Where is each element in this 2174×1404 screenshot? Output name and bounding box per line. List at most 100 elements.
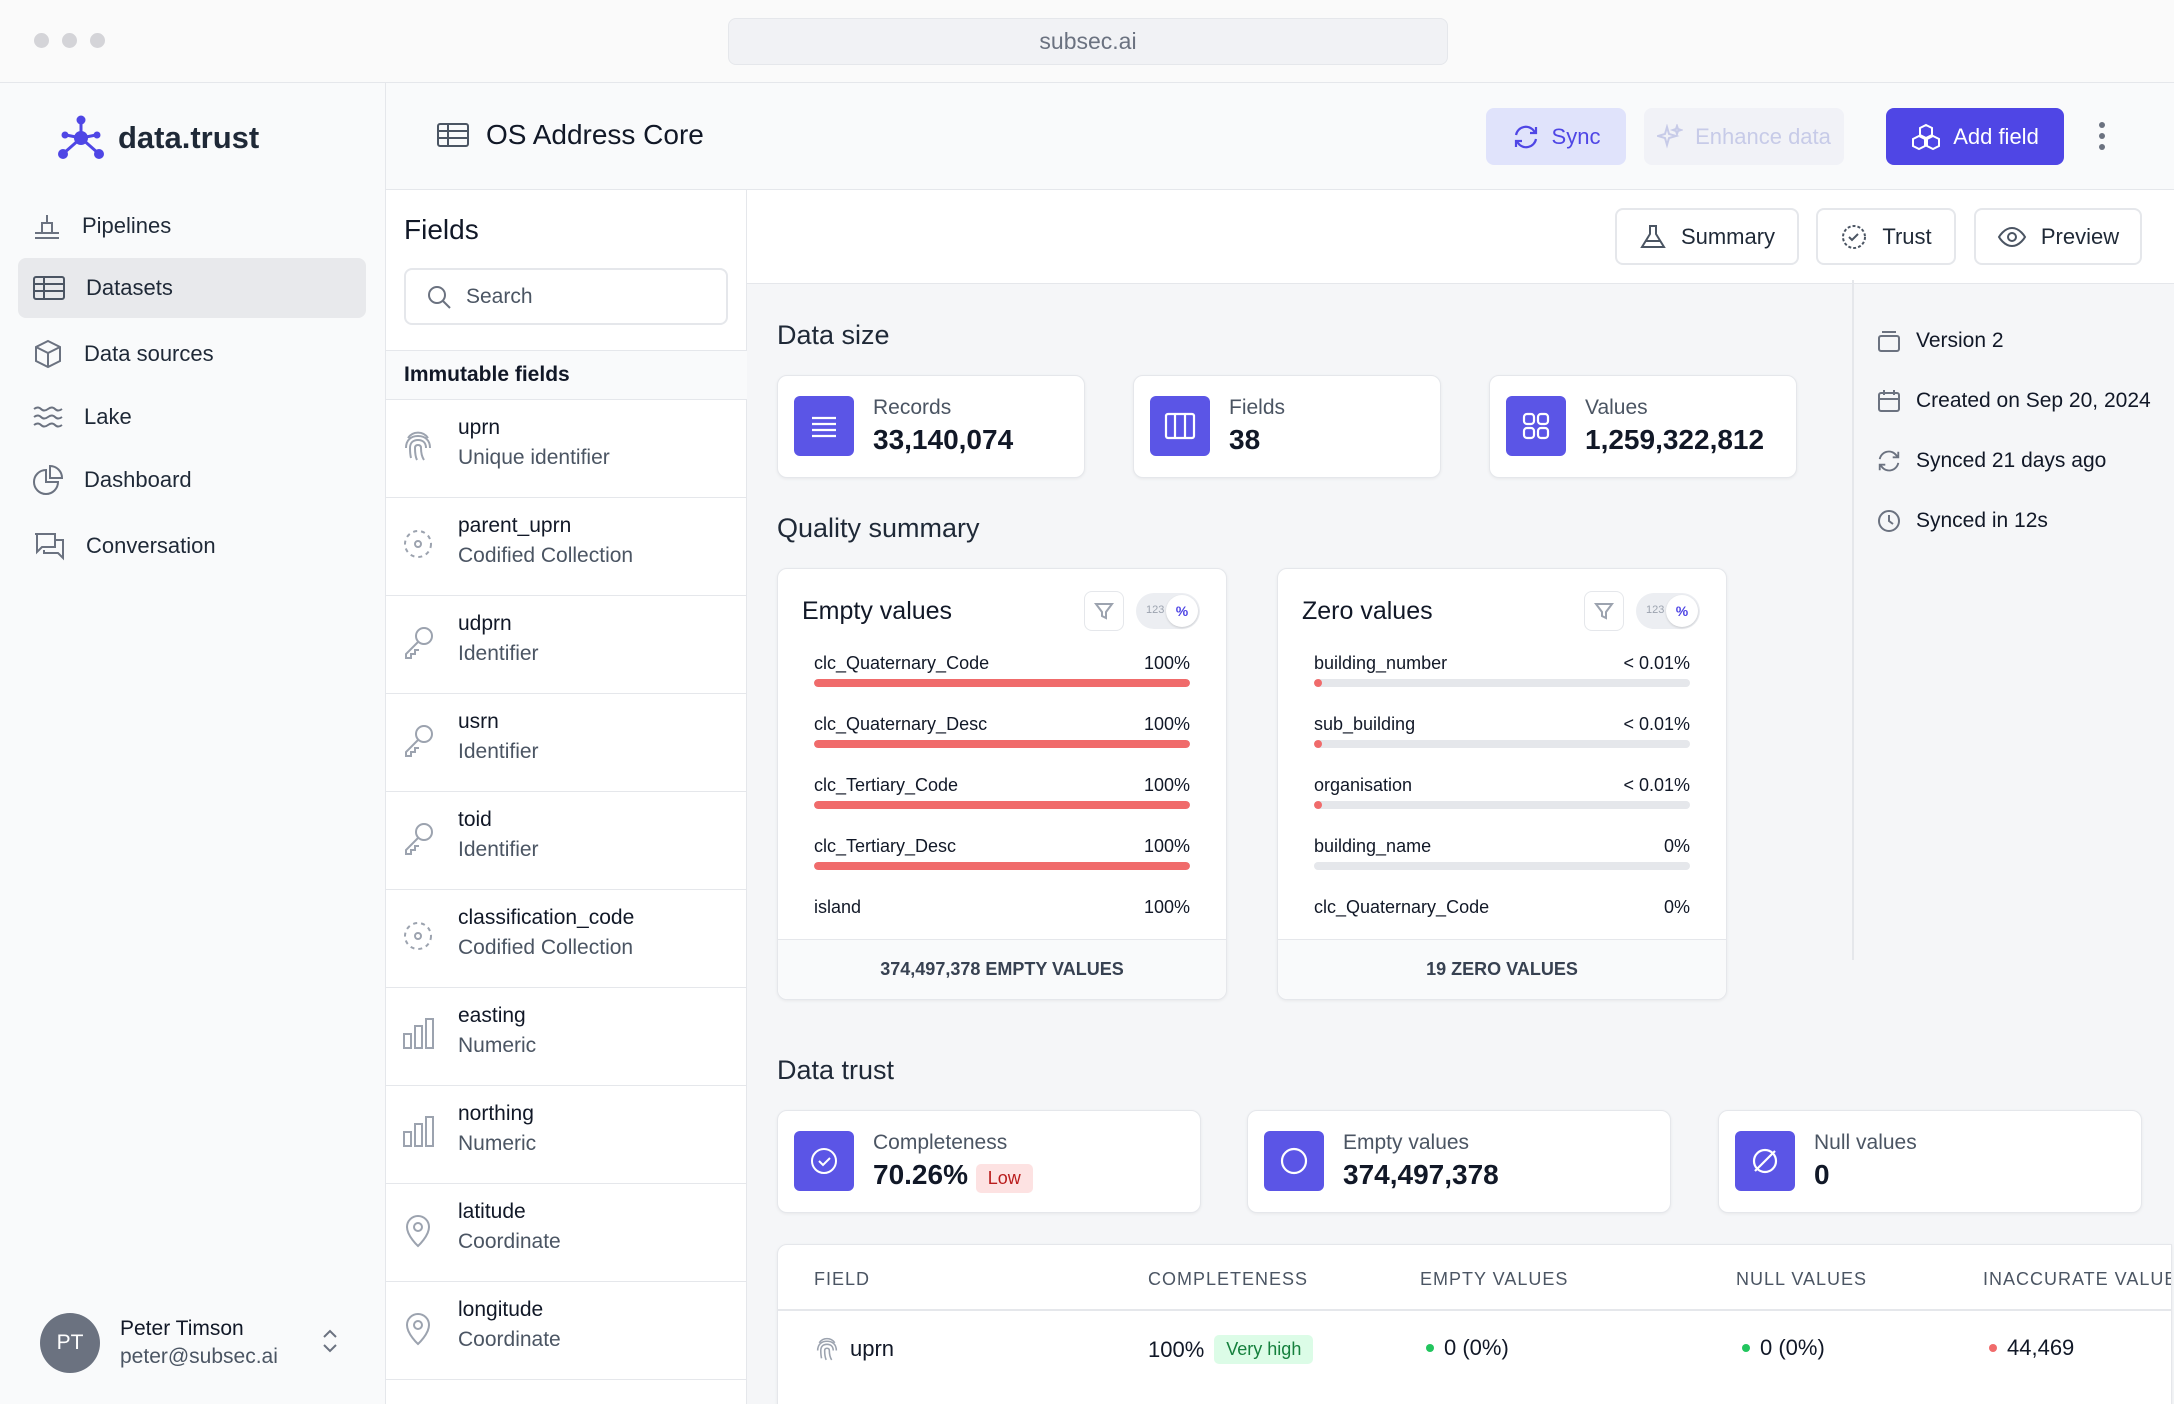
- search-input[interactable]: Search: [404, 268, 728, 325]
- quality-field-name: island: [814, 897, 862, 917]
- quality-percent: < 0.01%: [1623, 775, 1690, 795]
- table-icon: [33, 276, 65, 300]
- sync-button[interactable]: Sync: [1486, 108, 1626, 165]
- stat-label: Records: [873, 396, 952, 419]
- key-icon: [405, 823, 433, 855]
- fingerprint-icon: [816, 1337, 838, 1361]
- column-header-null-values[interactable]: NULL VALUES: [1736, 1269, 1868, 1289]
- field-name: uprn: [458, 416, 501, 439]
- immutable-fields-header: Immutable fields: [386, 350, 747, 400]
- field-item-toid[interactable]: toid Identifier: [386, 792, 747, 890]
- refresh-icon: [1514, 125, 1537, 148]
- pie-chart-icon: [33, 464, 64, 495]
- field-item-classification-code[interactable]: classification_code Codified Collection: [386, 890, 747, 988]
- main-content: Summary Trust Preview Data size Records …: [747, 190, 2174, 1404]
- column-header-empty-values[interactable]: EMPTY VALUES: [1420, 1269, 1569, 1289]
- sidebar-item-conversation[interactable]: Conversation: [18, 516, 366, 576]
- data-trust-title: Data trust: [777, 1055, 895, 1085]
- field-item-northing[interactable]: northing Numeric: [386, 1086, 747, 1184]
- enhance-data-button[interactable]: Enhance data: [1644, 108, 1844, 165]
- filter-button[interactable]: [1584, 591, 1624, 631]
- field-item-udprn[interactable]: udprn Identifier: [386, 596, 747, 694]
- completeness-value: 70.26%: [873, 1159, 968, 1190]
- stat-value: 33,140,074: [873, 424, 1014, 455]
- search-icon: [428, 285, 451, 309]
- field-item-usrn[interactable]: usrn Identifier: [386, 694, 747, 792]
- tab-trust[interactable]: Trust: [1816, 208, 1956, 265]
- field-type: Identifier: [458, 838, 539, 861]
- field-item-longitude[interactable]: longitude Coordinate: [386, 1282, 747, 1380]
- brand-name: data.trust: [118, 120, 260, 155]
- field-type: Identifier: [458, 740, 539, 763]
- collection-icon: [404, 530, 432, 558]
- refresh-icon: [1878, 450, 1900, 472]
- window-close-dot[interactable]: [34, 33, 49, 48]
- meta-synced-ago: Synced 21 days ago: [1876, 448, 2106, 474]
- sidebar-item-label: Conversation: [86, 533, 216, 558]
- values-card: Values 1,259,322,812: [1489, 375, 1797, 478]
- status-badge: Low: [975, 1164, 1033, 1193]
- field-item-parent-uprn[interactable]: parent_uprn Codified Collection: [386, 498, 747, 596]
- field-item-easting[interactable]: easting Numeric: [386, 988, 747, 1086]
- add-field-button[interactable]: Add field: [1886, 108, 2064, 165]
- field-type: Unique identifier: [458, 446, 610, 469]
- cell-field-text: uprn: [850, 1336, 895, 1361]
- bar-chart-icon: [403, 1116, 434, 1147]
- more-options-icon[interactable]: [2098, 121, 2106, 151]
- url-bar[interactable]: subsec.ai: [728, 18, 1448, 65]
- field-name: longitude: [458, 1298, 544, 1321]
- sidebar-item-label: Datasets: [86, 275, 173, 300]
- user-email: peter@subsec.ai: [120, 1345, 278, 1368]
- user-profile[interactable]: PT Peter Timson peter@subsec.ai: [40, 1313, 278, 1373]
- window-minimize-dot[interactable]: [62, 33, 77, 48]
- meta-created-text: Created on Sep 20, 2024: [1916, 389, 2151, 412]
- sidebar-item-lake[interactable]: Lake: [18, 387, 366, 447]
- progress-fill: [814, 740, 1190, 748]
- sidebar-item-data-sources[interactable]: Data sources: [18, 324, 366, 384]
- brand-icon: [58, 115, 104, 159]
- stat-label: Fields: [1229, 396, 1286, 419]
- number-percent-toggle[interactable]: 123 %: [1636, 593, 1700, 629]
- sidebar-item-pipelines[interactable]: Pipelines: [18, 196, 366, 256]
- cell-null-text: 0 (0%): [1760, 1335, 1825, 1360]
- toggle-number-label: 123: [1646, 604, 1665, 616]
- cell-empty-text: 0 (0%): [1444, 1335, 1509, 1360]
- chevron-up-down-icon[interactable]: [318, 1325, 342, 1357]
- tab-preview[interactable]: Preview: [1974, 208, 2142, 265]
- field-item-latitude[interactable]: latitude Coordinate: [386, 1184, 747, 1282]
- trust-null-card: Null values 0: [1718, 1110, 2142, 1213]
- progress-fill: [1314, 740, 1322, 748]
- meta-synced-ago-text: Synced 21 days ago: [1916, 449, 2107, 472]
- brand-logo[interactable]: data.trust: [56, 115, 259, 161]
- filter-icon: [1094, 603, 1114, 620]
- stat-label: Null values: [1814, 1131, 1917, 1154]
- calendar-icon: [1878, 390, 1900, 412]
- sidebar-item-datasets[interactable]: Datasets: [18, 258, 366, 318]
- column-header-field[interactable]: FIELD: [814, 1269, 871, 1289]
- records-card: Records 33,140,074: [777, 375, 1085, 478]
- sync-label: Sync: [1551, 123, 1601, 149]
- toggle-percent-label: %: [1166, 595, 1198, 627]
- tab-summary[interactable]: Summary: [1615, 208, 1799, 265]
- filter-button[interactable]: [1084, 591, 1124, 631]
- view-toolbar: Summary Trust Preview: [747, 190, 2174, 284]
- sparkle-icon: [1657, 123, 1684, 149]
- field-item-uprn[interactable]: uprn Unique identifier: [386, 400, 747, 498]
- window-maximize-dot[interactable]: [90, 33, 105, 48]
- progress-track: [814, 740, 1190, 748]
- field-type: Identifier: [458, 642, 539, 665]
- cell-field: uprn: [814, 1335, 894, 1363]
- column-header-completeness[interactable]: COMPLETENESS: [1148, 1269, 1309, 1289]
- dataset-header: OS Address Core Sync Enhance data Add fi…: [386, 83, 2174, 190]
- tab-label: Trust: [1882, 223, 1932, 249]
- waves-icon: [33, 406, 63, 428]
- map-pin-icon: [405, 1215, 431, 1248]
- layers-icon: [1878, 331, 1900, 352]
- quality-field-name: sub_building: [1314, 714, 1416, 734]
- number-percent-toggle[interactable]: 123 %: [1136, 593, 1200, 629]
- filter-icon: [1594, 603, 1614, 620]
- stat-label: Empty values: [1343, 1131, 1470, 1154]
- sidebar-item-dashboard[interactable]: Dashboard: [18, 450, 366, 510]
- flask-icon: [1640, 224, 1666, 248]
- column-header-inaccurate-values[interactable]: INACCURATE VALUES: [1983, 1269, 2172, 1289]
